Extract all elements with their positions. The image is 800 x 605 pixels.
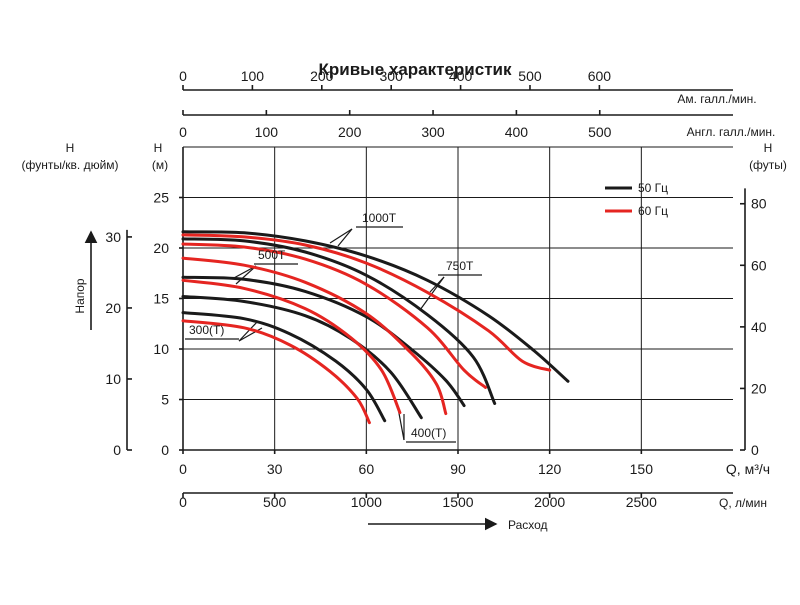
secondary-x-tick-label: 500 <box>263 494 287 510</box>
series-line <box>181 275 466 408</box>
psi-tick-label: 20 <box>105 300 121 316</box>
y-tick-label: 20 <box>153 240 169 256</box>
curve-label: 400(T) <box>411 426 446 440</box>
curve-label-leader <box>238 320 259 342</box>
feet-axis-label-top: H <box>764 141 773 155</box>
flow-arrow-label: Расход <box>508 518 548 532</box>
legend-label: 50 Гц <box>638 181 668 195</box>
secondary-x-axis-label: Ам. галл./мин. <box>677 92 756 106</box>
psi-tick-label: 0 <box>113 442 121 458</box>
curve-label-leader <box>337 228 353 247</box>
series-line <box>181 242 487 389</box>
x-tick-label: 30 <box>267 461 283 477</box>
secondary-x-tick-label: 500 <box>518 68 542 84</box>
secondary-x-tick-label: 1000 <box>351 494 382 510</box>
series-line <box>181 278 402 415</box>
secondary-x-tick-label: 100 <box>255 124 279 140</box>
legend-label: 60 Гц <box>638 204 668 218</box>
y-tick-label: 25 <box>153 190 169 206</box>
y-tick-label: 5 <box>161 392 169 408</box>
secondary-x-tick-label: 600 <box>588 68 612 84</box>
feet-tick-label: 80 <box>751 196 767 212</box>
curve-label: 750T <box>446 259 474 273</box>
secondary-x-axis-label: Q, л/мин <box>719 496 767 510</box>
secondary-x-tick-label: 400 <box>505 124 529 140</box>
secondary-x-tick-label: 200 <box>310 68 334 84</box>
feet-tick-label: 20 <box>751 380 767 396</box>
y-tick-label: 15 <box>153 291 169 307</box>
x-tick-label: 150 <box>630 461 654 477</box>
x-tick-label: 120 <box>538 461 562 477</box>
secondary-x-tick-label: 1500 <box>442 494 473 510</box>
head-arrow-label: Напор <box>73 278 87 314</box>
x-tick-label: 60 <box>359 461 375 477</box>
psi-axis-label-top: H <box>66 141 75 155</box>
secondary-x-tick-label: 200 <box>338 124 362 140</box>
secondary-x-tick-label: 100 <box>241 68 265 84</box>
series-line <box>181 233 552 372</box>
y-tick-label: 0 <box>161 442 169 458</box>
curve-label: 1000T <box>362 211 397 225</box>
feet-axis-label-unit: (футы) <box>749 158 787 172</box>
curve-label: 500T <box>258 248 286 262</box>
secondary-x-tick-label: 2000 <box>534 494 565 510</box>
secondary-x-tick-label: 2500 <box>626 494 657 510</box>
series-line <box>181 230 570 383</box>
curve-label-leader <box>329 228 353 244</box>
secondary-x-axis-label: Англ. галл./мин. <box>687 125 776 139</box>
curve-label-leader <box>235 265 257 285</box>
secondary-x-tick-label: 300 <box>421 124 445 140</box>
x-tick-label: 90 <box>450 461 466 477</box>
series-line <box>181 237 497 405</box>
psi-tick-label: 10 <box>105 371 121 387</box>
secondary-x-tick-label: 0 <box>179 68 187 84</box>
psi-tick-label: 30 <box>105 229 121 245</box>
secondary-x-tick-label: 0 <box>179 124 187 140</box>
secondary-x-tick-label: 0 <box>179 494 187 510</box>
feet-tick-label: 60 <box>751 257 767 273</box>
secondary-x-tick-label: 400 <box>449 68 473 84</box>
y-axis-label-top: H <box>154 141 163 155</box>
series-line <box>181 311 387 423</box>
curve-label: 300(T) <box>189 323 224 337</box>
feet-tick-label: 40 <box>751 319 767 335</box>
series-line <box>181 256 448 416</box>
series-line <box>181 295 423 420</box>
x-tick-label: 0 <box>179 461 187 477</box>
y-axis-label-unit: (м) <box>152 158 168 172</box>
chart-title: Кривые характеристик <box>319 60 512 79</box>
secondary-x-tick-label: 300 <box>380 68 404 84</box>
x-axis-label: Q, м³/ч <box>726 461 770 477</box>
psi-axis-label-unit: (фунты/кв. дюйм) <box>21 158 118 172</box>
secondary-x-tick-label: 500 <box>588 124 612 140</box>
y-tick-label: 10 <box>153 341 169 357</box>
series-line <box>181 319 371 425</box>
feet-tick-label: 0 <box>751 442 759 458</box>
